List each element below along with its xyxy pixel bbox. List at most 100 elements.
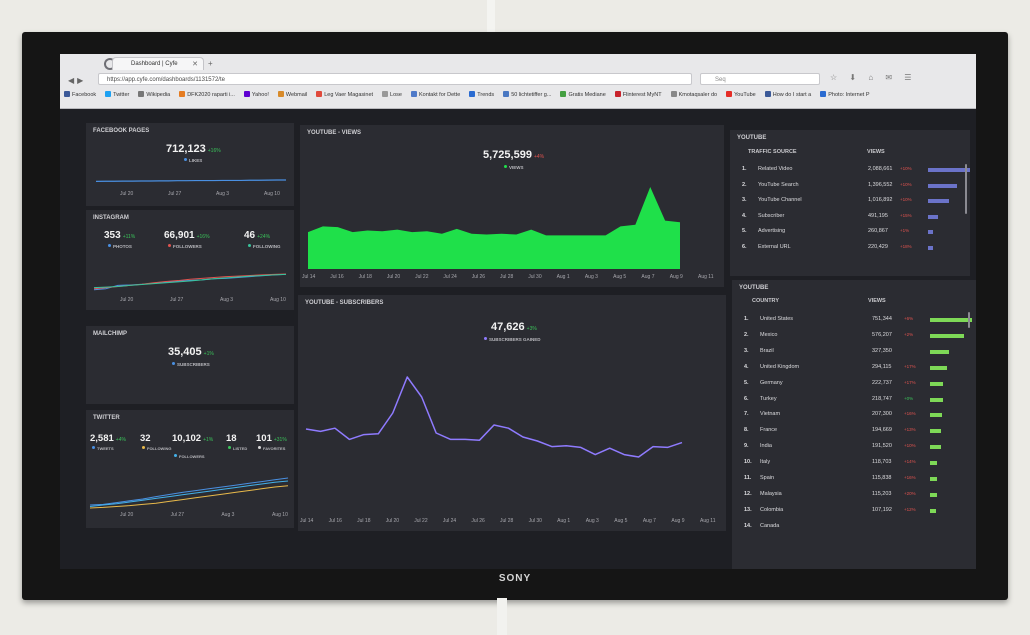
row-change-pct: +10% [900,166,912,171]
table-row: 3. Brazil 327,350 [744,348,970,360]
row-name: Mexico [760,331,778,338]
row-bar [930,381,944,386]
row-views: 260,867 [868,228,888,234]
bookmark-label: Facebook [72,92,97,98]
legend-dot [248,244,251,247]
facebook-likes-value: 712,123 +16% [166,143,221,155]
change-pct: +4% [533,154,545,160]
rank-number: 7. [744,411,749,418]
x-tick-label: Aug 7 [642,518,656,524]
x-tick-label: Aug 7 [641,274,655,280]
youtube-views-area-chart [308,187,680,269]
mailchimp-panel: MAILCHIMP 35,405 +1% SUBSCRIBERS [86,326,294,404]
table-row: 13. Colombia 107,192 +12% [744,507,970,519]
bookmark-label: Leg Vaer Magasinet [324,92,374,98]
row-bar [928,183,957,188]
row-change-pct: +1% [900,228,910,233]
change-pct: +11% [122,234,136,240]
instagram-panel: INSTAGRAM 353 +11% PHOTOS 66,901 +16% FOLLOWE… [86,210,294,310]
twitter-stat-value: 18 [226,433,237,444]
url-bar[interactable]: https://app.cyfe.com/dashboards/1131572/… [98,73,692,85]
table-row: 11. Spain 115,838 +16% [744,475,970,487]
bookmark-item[interactable]: Photo: Internet P [820,91,870,98]
tab-close-icon[interactable]: ✕ [192,61,198,68]
x-tick-label: Jul 20 [385,518,400,524]
wall-cable [497,598,507,635]
bookmark-item[interactable]: Trends [469,91,494,98]
youtube-subscribers-legend: SUBSCRIBERS GAINED [484,337,541,342]
table-row: 4. United Kingdom 294,115 +17% [744,364,970,376]
x-tick-label: Aug 9 [671,518,685,524]
row-bar [930,477,937,481]
panel-title: MAILCHIMP [93,331,127,337]
row-change-pct: +16% [904,475,916,480]
bookmark-item[interactable]: Kontakt for Dette [410,91,460,98]
legend-dot [108,244,111,247]
row-bar [930,413,943,418]
bookmark-label: DFK2020 raparti i... [187,92,235,98]
bookmark-item[interactable]: Kmotaqsaler do [670,91,717,98]
legend-dot [174,454,177,457]
bookmark-item[interactable]: Leg Vaer Magasinet [316,91,373,98]
legend-dot [168,244,171,247]
bookmark-item[interactable]: Lose [382,91,402,98]
x-tick-label: Aug 11 [700,518,716,524]
label-text: TWEETS [97,446,114,451]
row-change-pct: +6% [904,316,914,321]
bookmark-item[interactable]: 50 lichtetiffer g... [503,91,551,98]
facebook-panel: FACEBOOK PAGES 712,123 +16% LIKES Jul 20 J… [86,123,294,206]
rank-number: 5. [742,228,747,234]
row-name: YouTube Channel [758,197,802,203]
change-pct: +4% [115,437,126,443]
row-name: Brazil [760,347,774,354]
x-tick-label: Jul 28 [500,518,514,524]
toolbar-icons[interactable]: ☆ ⬇ ⌂ ✉ ☰ [830,73,917,82]
series-line [89,480,289,507]
rank-number: 1. [744,316,749,322]
bookmark-favicon-icon [138,91,145,97]
bookmark-item[interactable]: Twitter [105,91,129,98]
row-views: 194,669 [872,427,892,434]
value-text: 46 [244,230,256,241]
row-bar [930,318,972,322]
new-tab-icon[interactable]: + [208,59,213,68]
mailchimp-subscribers-value: 35,405 +1% [168,346,214,358]
url-text: https://app.cyfe.com/dashboards/1131572/… [107,77,225,83]
bookmark-favicon-icon [105,91,112,97]
scrollbar[interactable] [968,312,970,328]
twitter-stat-label: FOLLOWING [142,446,171,451]
table-row: 7. Vietnam 207,300 +16% [744,411,970,423]
bookmark-item[interactable]: YouTube [726,91,756,98]
legend-label: LIKES [189,158,203,163]
bookmark-item[interactable]: Flinterest MyNT [614,91,662,98]
series-line [93,273,287,291]
row-change-pct: +16% [904,411,916,417]
bookmark-label: Lose [390,92,402,98]
row-bar [928,214,939,219]
country-panel: YOUTUBE COUNTRY VIEWS 1. United States 751… [732,280,976,569]
bookmark-item[interactable]: Facebook [64,91,96,98]
row-bar [928,245,933,250]
value-text: 353 [104,230,121,241]
browser-tab[interactable]: Dashboard | Cyfe ✕ [112,57,204,70]
bookmark-item[interactable]: How do I start a [764,91,811,98]
scrollbar[interactable] [965,164,967,214]
search-input[interactable]: Seq [700,73,820,85]
bookmark-label: Trends [477,92,495,98]
bookmark-item[interactable]: Webmail [277,91,307,98]
bookmark-item[interactable]: DFK2020 raparti i... [179,91,235,98]
row-bar [930,429,942,434]
x-tick-label: Aug 3 [585,518,599,524]
x-tick-label: Jul 27 [170,297,184,303]
x-tick-label: Aug 11 [698,274,714,280]
row-change-pct: +10% [904,443,916,449]
x-tick-label: Jul 30 [528,518,542,524]
bookmark-item[interactable]: Yahoo! [243,91,269,98]
back-forward-icons[interactable]: ◀▶ [68,76,87,85]
x-tick-label: Jul 20 [120,512,134,518]
x-tick-label: Aug 3 [221,512,235,518]
row-change-pct: +20% [904,490,916,496]
bookmark-item[interactable]: Wikipedia [138,91,170,98]
table-row: 5. Advertising 260,867 +1% [742,228,968,240]
bookmark-item[interactable]: Gratis Mediane [560,91,606,98]
